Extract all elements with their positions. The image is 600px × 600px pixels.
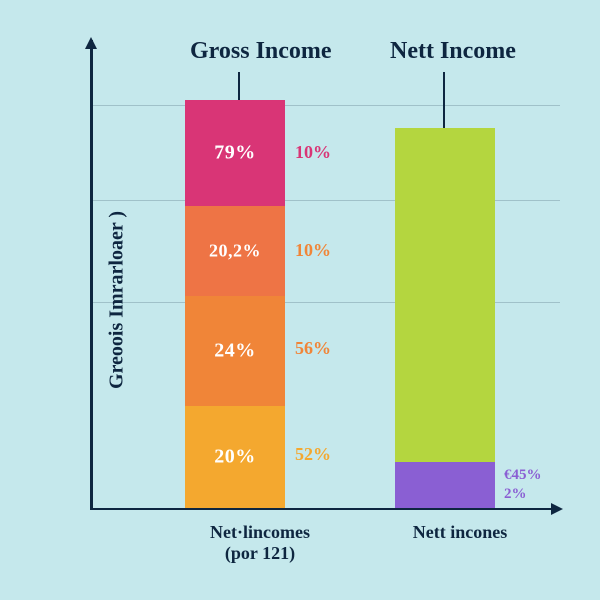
side-label: €45% (504, 467, 542, 484)
column-title-nett: Nett Income (390, 38, 516, 65)
title-tick (443, 72, 445, 128)
segment-label: 79% (214, 142, 256, 165)
x-label-line1: Nett incones (413, 522, 507, 542)
x-label-gross: Net·lincomes(por 121) (190, 522, 330, 564)
side-label: 52% (295, 444, 331, 465)
gridline (92, 105, 560, 106)
x-label-nett: Nett incones (390, 522, 530, 543)
x-label-line1: Net·lincomes (210, 522, 310, 542)
x-axis-arrow-icon (551, 503, 563, 515)
y-axis-line (90, 40, 93, 510)
bar-segment: 20,2% (185, 206, 285, 296)
bar-nett (395, 128, 495, 508)
segment-label: 20% (214, 446, 256, 469)
y-axis-arrow-icon (85, 37, 97, 49)
bar-segment (395, 128, 495, 462)
x-label-line2: (por 121) (190, 543, 330, 564)
segment-label: 24% (214, 339, 256, 362)
side-label: 2% (504, 486, 527, 503)
column-title-gross: Gross Income (190, 38, 332, 65)
bar-segment (395, 462, 495, 508)
side-label: 56% (295, 338, 331, 359)
bar-segment: 79% (185, 100, 285, 206)
side-label: 10% (295, 240, 331, 261)
title-tick (238, 72, 240, 100)
side-label: 10% (295, 142, 331, 163)
chart-plot-area: Gross Income Nett Income 20% 24% 20,2% 79% 10… (90, 40, 560, 510)
segment-label: 20,2% (209, 240, 261, 261)
bar-segment: 20% (185, 406, 285, 508)
bar-segment: 24% (185, 296, 285, 406)
bar-gross: 20% 24% 20,2% 79% (185, 100, 285, 508)
